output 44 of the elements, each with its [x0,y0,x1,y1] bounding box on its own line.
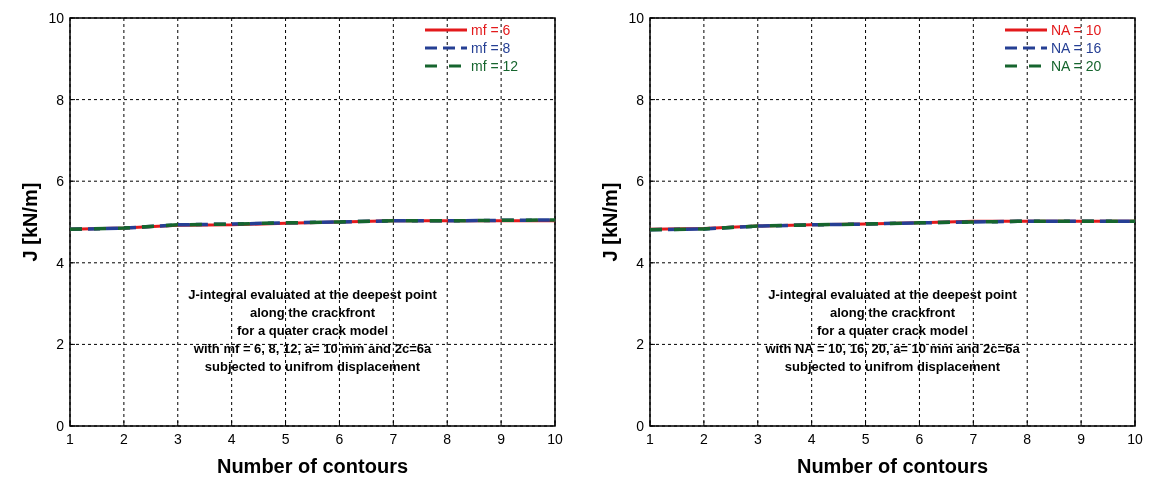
x-tick-label: 6 [915,431,924,447]
x-axis-title: Number of contours [796,455,989,477]
x-tick-label: 8 [443,431,452,447]
x-tick-label: 6 [335,431,344,447]
legend-label: NA = 10 [1051,22,1102,38]
x-tick-label: 2 [119,431,128,447]
y-tick-label: 6 [56,173,65,190]
y-tick-label: 4 [636,254,645,271]
x-tick-label: 5 [861,431,870,447]
x-tick-label: 10 [547,431,563,447]
y-axis-title: J [kN/m] [19,182,41,262]
x-tick-label: 5 [281,431,290,447]
x-tick-label: 7 [389,431,398,447]
annotation: J-integral evaluated at the deepest point along the crackfront for a quater crack model with mf = 6, 8, 12, a= 10 mm and 2c=6a subjected to unifrom displacement [188,287,438,374]
x-tick-label: 3 [173,431,182,447]
y-tick-label: 10 [628,10,645,26]
x-tick-label: 9 [1077,431,1086,447]
y-tick-label: 0 [56,418,65,434]
x-tick-label: 4 [807,431,816,447]
y-tick-label: 0 [636,418,645,434]
y-tick-label: 8 [56,91,65,108]
y-axis-title: J [kN/m] [599,182,621,262]
legend-label: mf = 8 [471,40,511,56]
y-tick-label: 4 [56,254,65,271]
y-tick-label: 2 [636,336,645,353]
legend-label: mf = 12 [471,58,519,74]
legend-label: mf = 6 [471,22,511,38]
x-tick-label: 7 [969,431,978,447]
x-tick-label: 2 [699,431,708,447]
x-tick-label: 3 [753,431,762,447]
x-tick-label: 1 [646,431,655,447]
legend-label: NA = 16 [1051,40,1102,56]
x-tick-label: 1 [66,431,75,447]
x-tick-label: 9 [497,431,506,447]
x-axis-title: Number of contours [216,455,409,477]
x-tick-label: 10 [1127,431,1143,447]
legend-label: NA = 20 [1051,58,1102,74]
y-tick-label: 6 [636,173,645,190]
x-tick-label: 8 [1023,431,1032,447]
y-tick-label: 2 [56,336,65,353]
x-tick-label: 4 [227,431,236,447]
y-tick-label: 8 [636,91,645,108]
y-tick-label: 10 [48,10,65,26]
annotation: J-integral evaluated at the deepest point along the crackfront for a quater crack model with NA = 10, 16, 20, a= 10 mm and 2c=6a subjected to unifrom displacement [764,287,1021,374]
